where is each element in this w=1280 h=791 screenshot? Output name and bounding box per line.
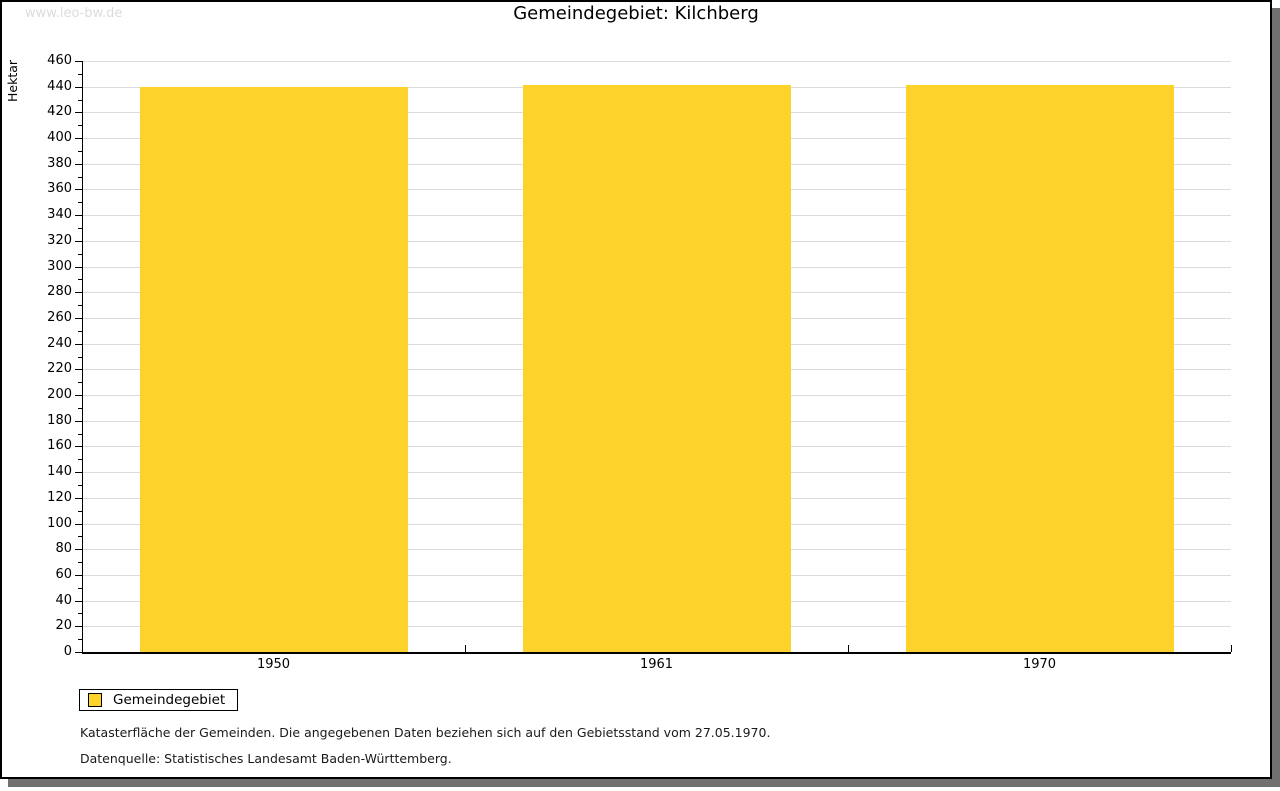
y-minor-tick — [78, 202, 82, 203]
y-major-tick — [75, 267, 82, 268]
y-major-tick — [75, 318, 82, 319]
y-minor-tick — [78, 151, 82, 152]
y-minor-tick — [78, 562, 82, 563]
y-minor-tick — [78, 177, 82, 178]
y-tick-label: 320 — [47, 233, 72, 248]
y-minor-tick — [78, 100, 82, 101]
y-tick-label: 160 — [47, 438, 72, 453]
chart-title: Gemeindegebiet: Kilchberg — [513, 3, 759, 24]
y-tick-label: 220 — [47, 361, 72, 376]
y-major-tick — [75, 446, 82, 447]
y-tick-label: 120 — [47, 490, 72, 505]
y-tick-label: 20 — [55, 618, 72, 633]
x-boundary-tick — [465, 645, 466, 652]
y-major-tick — [75, 241, 82, 242]
y-tick-label: 460 — [47, 53, 72, 68]
y-minor-tick — [78, 331, 82, 332]
x-tick-label: 1970 — [1022, 657, 1057, 672]
legend: Gemeindegebiet — [79, 689, 239, 711]
y-major-tick — [75, 626, 82, 627]
y-major-tick — [75, 189, 82, 190]
y-tick-label: 80 — [55, 541, 72, 556]
y-tick-label: 240 — [47, 336, 72, 351]
y-tick-label: 380 — [47, 156, 72, 171]
y-tick-label: 200 — [47, 387, 72, 402]
y-tick-label: 280 — [47, 284, 72, 299]
y-tick-label: 60 — [55, 567, 72, 582]
bar-1950 — [140, 87, 408, 652]
y-major-tick — [75, 164, 82, 165]
bar-1970 — [906, 85, 1174, 652]
y-tick-label: 180 — [47, 413, 72, 428]
y-major-tick — [75, 344, 82, 345]
y-minor-tick — [78, 639, 82, 640]
y-major-tick — [75, 472, 82, 473]
y-tick-label: 340 — [47, 207, 72, 222]
y-tick-label: 0 — [63, 644, 72, 659]
x-boundary-tick — [1231, 645, 1232, 652]
y-tick-label: 440 — [47, 79, 72, 94]
y-major-tick — [75, 112, 82, 113]
x-axis-line — [82, 652, 1231, 654]
y-minor-tick — [78, 588, 82, 589]
y-tick-label: 420 — [47, 104, 72, 119]
y-minor-tick — [78, 228, 82, 229]
y-major-tick — [75, 498, 82, 499]
y-tick-label: 360 — [47, 181, 72, 196]
y-minor-tick — [78, 279, 82, 280]
y-major-tick — [75, 575, 82, 576]
legend-swatch-icon — [88, 693, 102, 707]
y-minor-tick — [78, 382, 82, 383]
y-minor-tick — [78, 511, 82, 512]
watermark: www.leo-bw.de — [25, 6, 123, 21]
y-tick-label: 260 — [47, 310, 72, 325]
y-major-tick — [75, 524, 82, 525]
y-tick-label: 140 — [47, 464, 72, 479]
y-minor-tick — [78, 254, 82, 255]
bar-1961 — [523, 85, 791, 652]
y-tick-label: 300 — [47, 259, 72, 274]
y-minor-tick — [78, 357, 82, 358]
x-tick-label: 1950 — [256, 657, 291, 672]
y-major-tick — [75, 421, 82, 422]
y-major-tick — [75, 601, 82, 602]
data-source-note: Datenquelle: Statistisches Landesamt Bad… — [80, 751, 452, 766]
y-major-tick — [75, 61, 82, 62]
y-minor-tick — [78, 613, 82, 614]
y-major-tick — [75, 549, 82, 550]
x-boundary-tick — [848, 645, 849, 652]
y-major-tick — [75, 215, 82, 216]
y-minor-tick — [78, 485, 82, 486]
y-major-tick — [75, 138, 82, 139]
y-major-tick — [75, 87, 82, 88]
y-gridline — [82, 61, 1231, 62]
y-minor-tick — [78, 125, 82, 126]
y-minor-tick — [78, 305, 82, 306]
y-minor-tick — [78, 408, 82, 409]
y-major-tick — [75, 652, 82, 653]
x-tick-label: 1961 — [639, 657, 674, 672]
y-major-tick — [75, 292, 82, 293]
y-tick-label: 400 — [47, 130, 72, 145]
y-major-tick — [75, 369, 82, 370]
y-minor-tick — [78, 459, 82, 460]
y-axis-line — [82, 61, 83, 652]
y-minor-tick — [78, 74, 82, 75]
y-major-tick — [75, 395, 82, 396]
y-minor-tick — [78, 536, 82, 537]
y-tick-label: 100 — [47, 516, 72, 531]
y-tick-label: 40 — [55, 593, 72, 608]
y-minor-tick — [78, 434, 82, 435]
chart-footnote: Katasterfläche der Gemeinden. Die angege… — [80, 725, 771, 740]
legend-label: Gemeindegebiet — [113, 692, 226, 708]
